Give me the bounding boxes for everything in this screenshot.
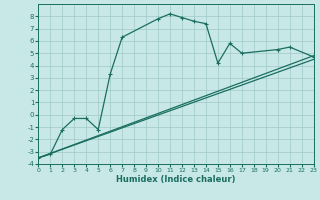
X-axis label: Humidex (Indice chaleur): Humidex (Indice chaleur) — [116, 175, 236, 184]
